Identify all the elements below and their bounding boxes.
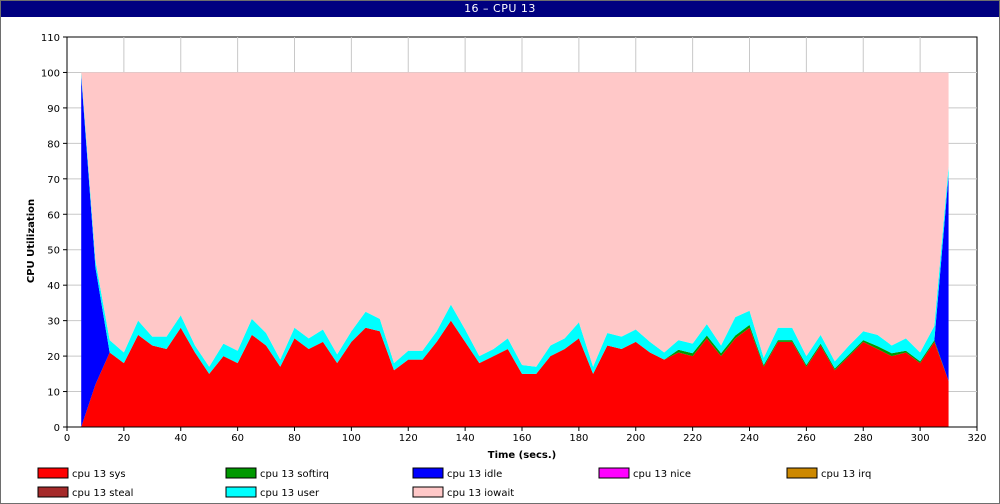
stacked-areas [81,72,949,427]
y-tick-label: 40 [47,281,60,292]
x-tick-label: 240 [740,433,759,444]
x-tick-label: 60 [231,433,244,444]
x-tick-label: 0 [64,433,70,444]
y-axis-title: CPU Utilization [26,199,37,283]
y-tick-label: 50 [47,246,60,257]
x-tick-label: 300 [911,433,930,444]
legend-label-cpu-13-user: cpu 13 user [260,488,320,499]
area-cpu-13-user [81,72,949,374]
y-tick-label: 0 [54,423,60,434]
x-tick-label: 100 [342,433,361,444]
x-tick-label: 120 [399,433,418,444]
x-tick-label: 40 [174,433,187,444]
legend-swatch-cpu-13-iowait [412,486,444,498]
legend-label-cpu-13-steal: cpu 13 steal [72,488,133,499]
x-tick-label: 140 [456,433,475,444]
legend-label-cpu-13-irq: cpu 13 irq [821,469,871,480]
x-tick-label: 80 [288,433,301,444]
y-tick-label: 110 [41,33,60,44]
legend-swatch-cpu-13-irq [786,467,818,479]
legend-swatch-cpu-13-user [225,486,257,498]
legend-swatch-cpu-13-nice [598,467,630,479]
x-axis-title: Time (secs.) [488,450,557,461]
legend-label-cpu-13-nice: cpu 13 nice [633,469,691,480]
x-tick-label: 180 [569,433,588,444]
legend-label-cpu-13-softirq: cpu 13 softirq [260,469,329,480]
y-tick-label: 10 [47,388,60,399]
legend-swatch-cpu-13-sys [37,467,69,479]
legend-label-cpu-13-idle: cpu 13 idle [447,469,502,480]
legend-label-cpu-13-sys: cpu 13 sys [72,469,126,480]
x-tick-label: 20 [118,433,131,444]
y-tick-label: 20 [47,352,60,363]
window-title: 16 – CPU 13 [1,1,999,17]
legend-swatch-cpu-13-softirq [225,467,257,479]
y-tick-label: 70 [47,175,60,186]
x-tick-label: 200 [626,433,645,444]
x-tick-label: 160 [512,433,531,444]
y-tick-label: 30 [47,317,60,328]
x-tick-label: 320 [967,433,986,444]
x-tick-label: 280 [854,433,873,444]
y-tick-label: 80 [47,139,60,150]
y-tick-label: 100 [41,68,60,79]
legend: cpu 13 sys cpu 13 softirq cpu 13 idle cpu 1… [37,467,871,499]
x-tick-label: 220 [683,433,702,444]
y-tick-label: 90 [47,104,60,115]
legend-swatch-cpu-13-steal [37,486,69,498]
legend-swatch-cpu-13-idle [412,467,444,479]
x-tick-label: 260 [797,433,816,444]
legend-label-cpu-13-iowait: cpu 13 iowait [447,488,514,499]
area-cpu-13-sys [81,320,949,427]
area-cpu-13-iowait [81,72,949,367]
y-tick-label: 60 [47,210,60,221]
axes: 0 20 40 60 80 100 120 140 160 180 200 220 240 260 280 3… [41,33,987,444]
